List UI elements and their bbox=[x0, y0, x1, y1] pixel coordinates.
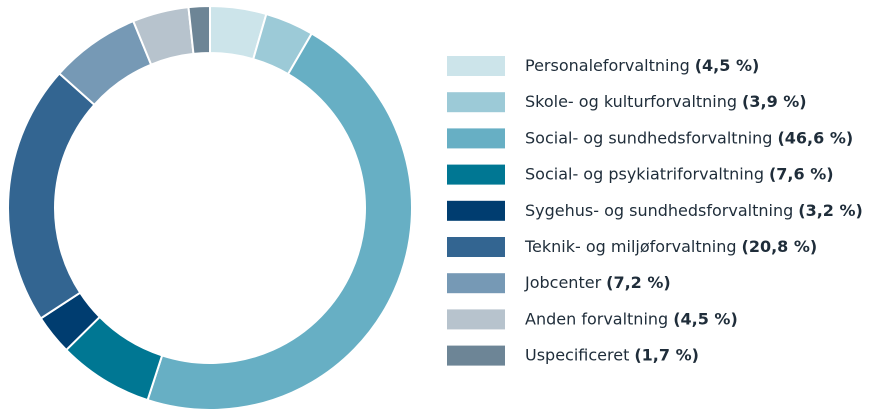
legend-value: (46,6 %) bbox=[777, 128, 853, 147]
legend-value: (7,2 %) bbox=[606, 273, 671, 292]
legend-name: Jobcenter bbox=[524, 273, 602, 292]
legend-label: Uspecificeret (1,7 %) bbox=[525, 345, 699, 364]
legend-label: Sygehus- og sundhedsforvaltning (3,2 %) bbox=[525, 200, 863, 219]
legend-value: (20,8 %) bbox=[742, 237, 818, 256]
legend-label: Anden forvaltning (4,5 %) bbox=[525, 309, 738, 328]
legend-name: Social- og sundhedsforvaltning bbox=[525, 128, 772, 147]
legend-swatch bbox=[447, 92, 505, 113]
legend-swatch bbox=[447, 309, 505, 330]
legend-swatch bbox=[447, 56, 505, 76]
legend-swatch bbox=[447, 128, 505, 149]
legend-value: (1,7 %) bbox=[634, 345, 699, 364]
donut-slice bbox=[7, 72, 96, 320]
legend-swatch bbox=[447, 273, 505, 294]
legend-value: (4,5 %) bbox=[673, 309, 738, 328]
legend-label: Social- og sundhedsforvaltning (46,6 %) bbox=[525, 128, 853, 147]
legend-value: (3,9 %) bbox=[742, 92, 807, 111]
legend-value: (3,2 %) bbox=[798, 200, 863, 219]
legend-swatch bbox=[447, 200, 505, 221]
legend-name: Personaleforvaltning bbox=[525, 56, 690, 75]
legend-label: Personaleforvaltning (4,5 %) bbox=[525, 56, 759, 75]
legend-value: (4,5 %) bbox=[695, 56, 760, 75]
legend-swatch bbox=[447, 164, 505, 185]
legend-name: Anden forvaltning bbox=[525, 309, 668, 328]
legend-swatch bbox=[447, 345, 505, 366]
legend-name: Teknik- og miljøforvaltning bbox=[524, 237, 737, 256]
donut-slice bbox=[146, 32, 413, 410]
legend-label: Jobcenter (7,2 %) bbox=[524, 273, 671, 292]
legend-label: Teknik- og miljøforvaltning (20,8 %) bbox=[524, 237, 817, 256]
legend-name: Sygehus- og sundhedsforvaltning bbox=[525, 200, 793, 219]
legend-name: Uspecificeret bbox=[525, 345, 629, 364]
legend-label: Skole- og kulturforvaltning (3,9 %) bbox=[525, 92, 807, 111]
legend-name: Skole- og kulturforvaltning bbox=[525, 92, 737, 111]
donut-slice bbox=[187, 4, 211, 55]
legend-name: Social- og psykiatriforvaltning bbox=[525, 164, 764, 183]
legend-swatch bbox=[447, 237, 505, 257]
legend-label: Social- og psykiatriforvaltning (7,6 %) bbox=[525, 164, 834, 183]
legend-value: (7,6 %) bbox=[769, 164, 834, 183]
